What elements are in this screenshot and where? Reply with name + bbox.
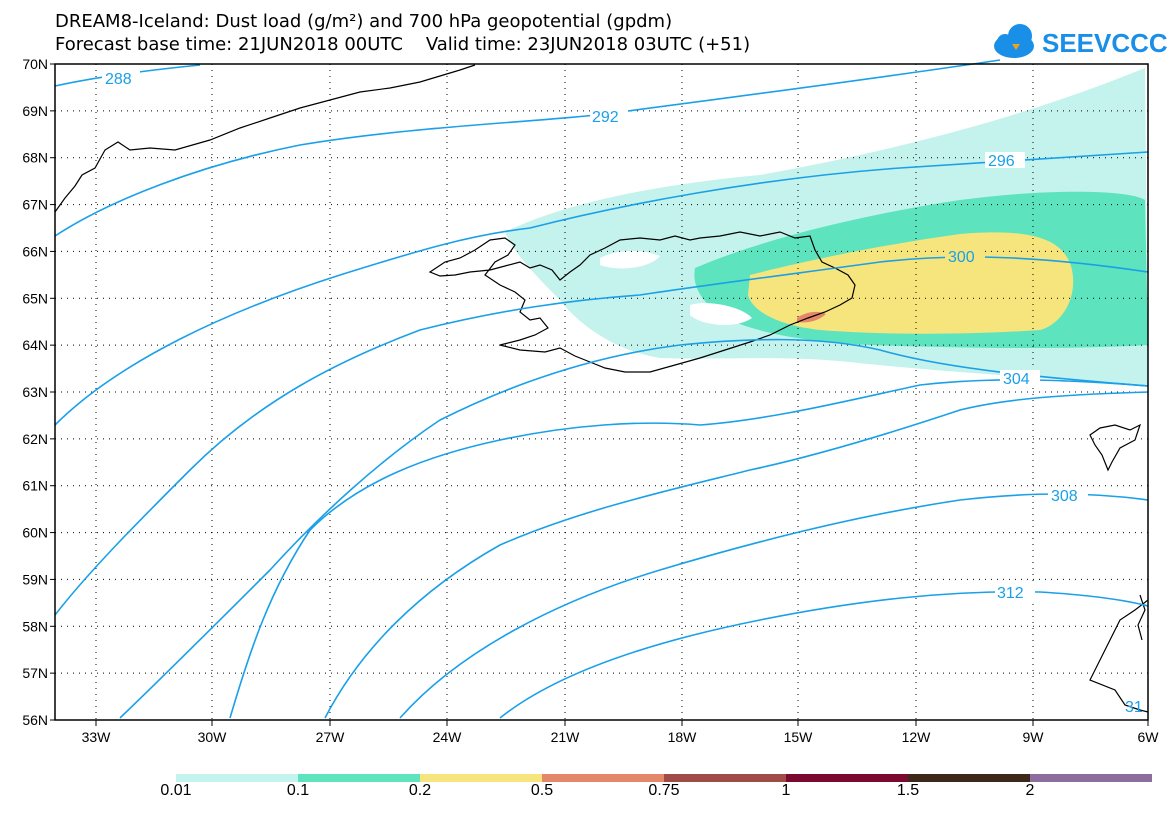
- lat-label: 59N: [22, 571, 48, 587]
- lon-label: 33W: [82, 729, 112, 745]
- contour-labels: 288 292 296 300 304 308 312 31: [102, 70, 1143, 716]
- colorbar-label: 1: [781, 782, 791, 799]
- lon-label: 6W: [1138, 729, 1160, 745]
- colorbar: [176, 774, 1152, 782]
- colorbar-swatch: [664, 774, 786, 782]
- colorbar-swatch: [176, 774, 298, 782]
- logo-text: SEEVCCC: [1042, 28, 1168, 58]
- contour-296: [54, 151, 1149, 426]
- lat-label: 56N: [22, 712, 48, 728]
- coastlines: [54, 64, 1149, 713]
- contour-300: [54, 256, 1149, 616]
- lat-label: 68N: [22, 150, 48, 166]
- contour-label-292: 292: [592, 109, 619, 126]
- lon-label: 27W: [316, 729, 346, 745]
- lon-label: 24W: [433, 729, 463, 745]
- lat-label: 61N: [22, 478, 48, 494]
- iceland-coast: [428, 231, 856, 373]
- colorbar-swatch: [1030, 774, 1152, 782]
- lon-label: 21W: [551, 729, 581, 745]
- contour-label-31: 31: [1125, 699, 1143, 716]
- axis-ticks: 33W 30W 27W 24W 21W 18W 15W 12W 9W 6W 70N 69N 68N 67N…: [22, 56, 1159, 745]
- faroe-islands: [1089, 423, 1142, 472]
- lat-label: 64N: [22, 337, 48, 353]
- lon-label: 18W: [668, 729, 698, 745]
- lon-label: 30W: [198, 729, 228, 745]
- colorbar-swatch: [298, 774, 420, 782]
- lat-label: 57N: [22, 665, 48, 681]
- colorbar-label: 0.5: [530, 782, 554, 799]
- colorbar-label: 0.01: [160, 782, 192, 799]
- map-title-line1: DREAM8-Iceland: Dust load (g/m²) and 700…: [55, 11, 673, 32]
- contour-label-308: 308: [1051, 488, 1078, 505]
- seevccc-logo: SEEVCCC: [994, 24, 1168, 58]
- dust-gap: [690, 303, 752, 326]
- lon-label: 9W: [1023, 729, 1045, 745]
- contour-308b: [399, 493, 1149, 719]
- lon-label: 12W: [902, 729, 932, 745]
- cloud-icon: [994, 24, 1034, 58]
- colorbar-swatch: [420, 774, 542, 782]
- lat-label: 62N: [22, 431, 48, 447]
- lat-label: 65N: [22, 290, 48, 306]
- lat-label: 70N: [22, 56, 48, 72]
- lat-label: 66N: [22, 243, 48, 259]
- lat-label: 58N: [22, 618, 48, 634]
- colorbar-label: 1.5: [896, 782, 920, 799]
- dust-shading: [505, 68, 1148, 386]
- contour-label-312: 312: [997, 585, 1024, 602]
- colorbar-label: 0.1: [286, 782, 310, 799]
- lat-label: 63N: [22, 384, 48, 400]
- contour-304: [119, 338, 1149, 719]
- colorbar-swatch: [542, 774, 664, 782]
- contour-308: [324, 391, 1149, 719]
- colorbar-swatch: [786, 774, 908, 782]
- lat-label: 60N: [22, 525, 48, 541]
- colorbar-label: 0.75: [648, 782, 680, 799]
- shetland: [1137, 594, 1146, 641]
- dust-gap: [600, 250, 660, 269]
- lat-label: 67N: [22, 197, 48, 213]
- colorbar-label: 2: [1025, 782, 1035, 799]
- contour-label-304: 304: [1003, 371, 1030, 388]
- map-title-line2: Forecast base time: 21JUN2018 00UTC Vali…: [55, 34, 751, 55]
- colorbar-label: 0.2: [408, 782, 432, 799]
- colorbar-swatch: [908, 774, 1030, 782]
- lat-label: 69N: [22, 103, 48, 119]
- greenland-coast: [54, 64, 476, 213]
- contour-292: [54, 59, 1001, 237]
- contour-304b: [229, 379, 1149, 719]
- contour-label-296: 296: [988, 153, 1015, 170]
- contour-312: [499, 590, 1149, 719]
- contour-label-300: 300: [948, 249, 975, 266]
- geopotential-contours: [54, 59, 1149, 719]
- lon-label: 15W: [784, 729, 814, 745]
- contour-label-288: 288: [105, 71, 132, 88]
- scotland-coast: [1089, 599, 1149, 713]
